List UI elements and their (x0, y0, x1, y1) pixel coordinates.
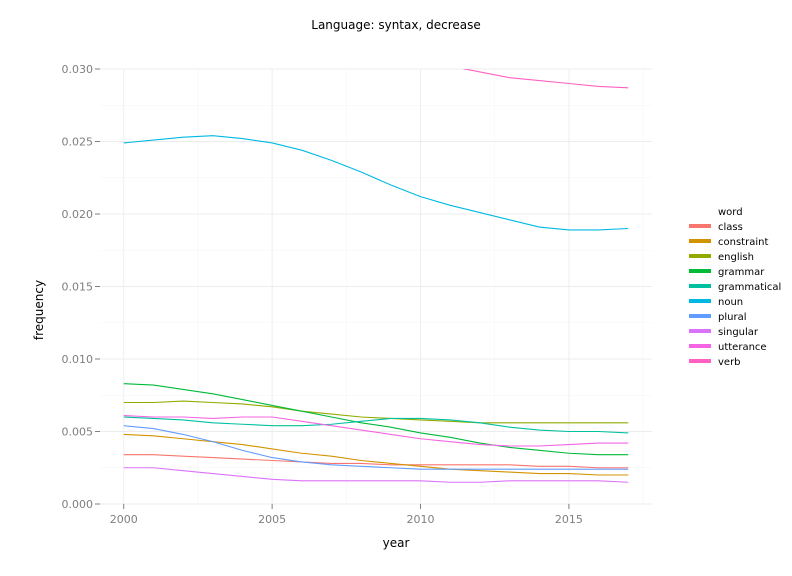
legend-label-constraint: constraint (718, 237, 768, 248)
x-tick-label: 2010 (407, 513, 435, 526)
series-line-singular (123, 467, 629, 483)
y-axis-title: frequency (32, 280, 46, 340)
series-line-utterance (123, 415, 629, 447)
series-line-verb (462, 69, 629, 89)
series-line-class (123, 454, 629, 469)
series-line-english (123, 400, 629, 424)
legend-label-singular: singular (718, 327, 759, 338)
y-tick-label: 0.000 (62, 498, 94, 511)
series-lines (123, 69, 629, 483)
chart-title: Language: syntax, decrease (311, 18, 480, 32)
legend-label-grammar: grammar (718, 267, 765, 278)
y-tick-label: 0.025 (62, 136, 94, 149)
series-line-grammar (123, 383, 629, 456)
series-line-grammatical (123, 416, 629, 434)
y-tick-label: 0.015 (62, 281, 94, 294)
y-tick-label: 0.010 (62, 353, 94, 366)
axes: 2000 2005 2010 2015 0.000 0.005 0.010 0.015 0.02… (62, 63, 583, 526)
series-line-constraint (123, 433, 629, 476)
legend-label-noun: noun (718, 297, 743, 308)
series-line-plural (123, 425, 629, 470)
y-tick-label: 0.030 (62, 63, 94, 76)
legend-label-english: english (718, 252, 754, 263)
legend-label-plural: plural (718, 312, 746, 323)
legend-title: word (718, 207, 743, 218)
legend-label-class: class (718, 222, 743, 233)
legend-label-verb: verb (718, 357, 741, 368)
series-line-noun (123, 135, 629, 231)
x-axis-title: year (383, 536, 410, 550)
x-tick-label: 2015 (555, 513, 583, 526)
y-tick-label: 0.005 (62, 426, 94, 439)
legend-label-grammatical: grammatical (718, 282, 781, 293)
legend-label-utterance: utterance (718, 342, 767, 353)
x-tick-label: 2000 (110, 513, 138, 526)
legend: word class constraint english grammar gramma… (689, 207, 781, 368)
y-tick-label: 0.020 (62, 208, 94, 221)
x-tick-label: 2005 (258, 513, 286, 526)
